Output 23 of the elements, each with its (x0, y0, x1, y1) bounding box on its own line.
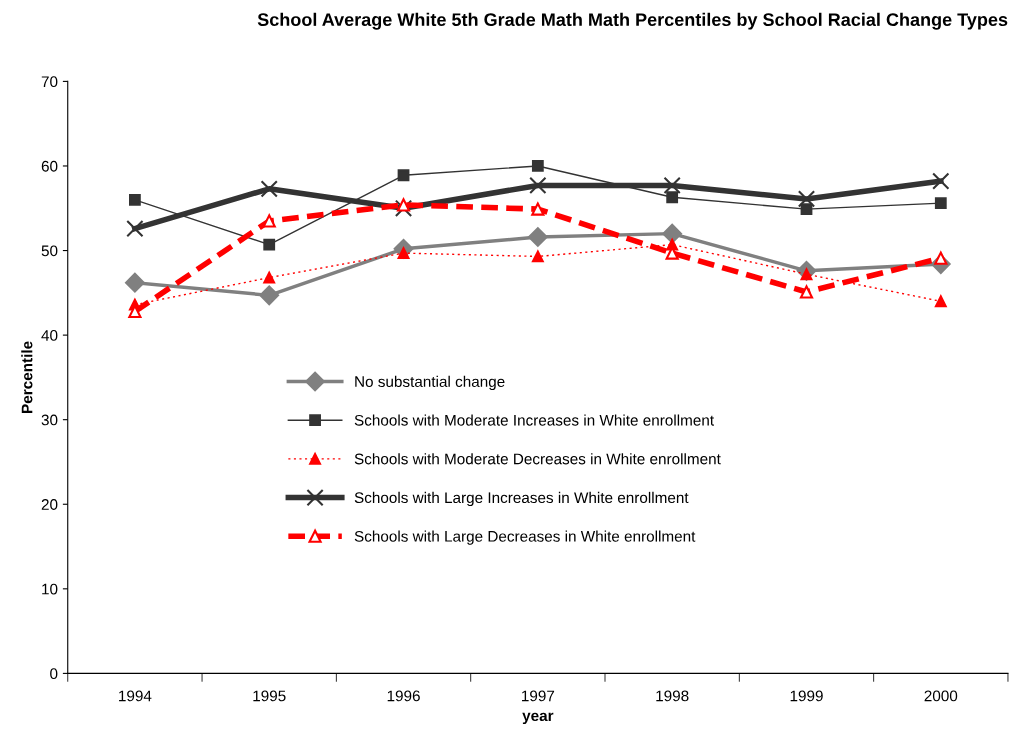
chart-title: School Average White 5th Grade Math Math Percentiles by School Racial Change Types (257, 12, 1008, 30)
x-tick-label: 1994 (119, 690, 152, 702)
y-tick-label: 10 (42, 583, 58, 595)
x-tick-label: 2000 (924, 690, 958, 702)
legend-label: Schools with Moderate Decreases in White enrollment (354, 453, 721, 465)
y-tick-label: 60 (41, 160, 58, 172)
y-tick-label: 40 (41, 329, 58, 341)
x-tick-label: 1997 (522, 690, 555, 702)
legend-label: Schools with Large Increases in White enrollment (354, 491, 689, 507)
x-tick-label: 1996 (387, 690, 420, 702)
x-tick-label: 1995 (253, 690, 286, 702)
y-axis-title: Percentile (21, 341, 33, 413)
y-tick-label: 70 (41, 76, 58, 88)
y-tick-label: 20 (41, 499, 58, 510)
x-axis-title: year (522, 712, 554, 725)
y-tick-label: 50 (41, 245, 58, 257)
legend-label: Schools with Large Decreases in White enrollment (354, 530, 696, 545)
x-tick-label: 1999 (790, 690, 823, 702)
y-tick-label: 30 (41, 414, 58, 426)
legend-label: Schools with Moderate Increases in White enrollment (354, 414, 714, 426)
legend-label: No substantial change (355, 375, 505, 391)
y-tick-label: 0 (50, 668, 58, 680)
x-tick-label: 1998 (656, 690, 689, 702)
